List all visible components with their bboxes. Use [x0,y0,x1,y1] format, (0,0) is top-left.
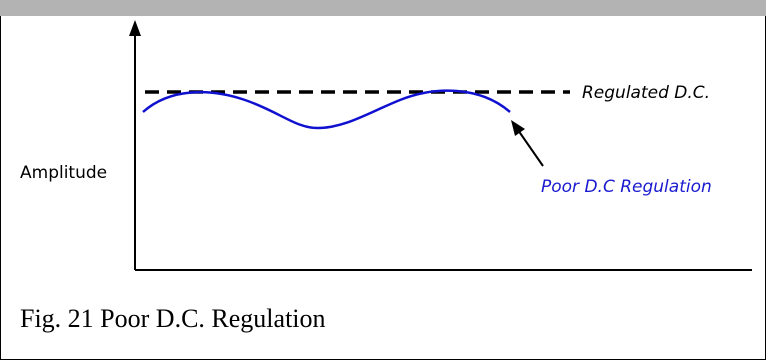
poor-regulation-wave [142,89,511,130]
regulated-dc-label: Regulated D.C. [582,83,710,103]
top-band [0,0,766,16]
pointer-arrowhead [511,120,525,136]
figure-caption: Fig. 21 Poor D.C. Regulation [20,304,326,333]
poor-regulation-pointer [517,129,544,167]
y-axis-label: Amplitude [20,163,107,183]
y-axis-arrowhead [129,20,141,36]
poor-regulation-label: Poor D.C Regulation [541,177,712,197]
